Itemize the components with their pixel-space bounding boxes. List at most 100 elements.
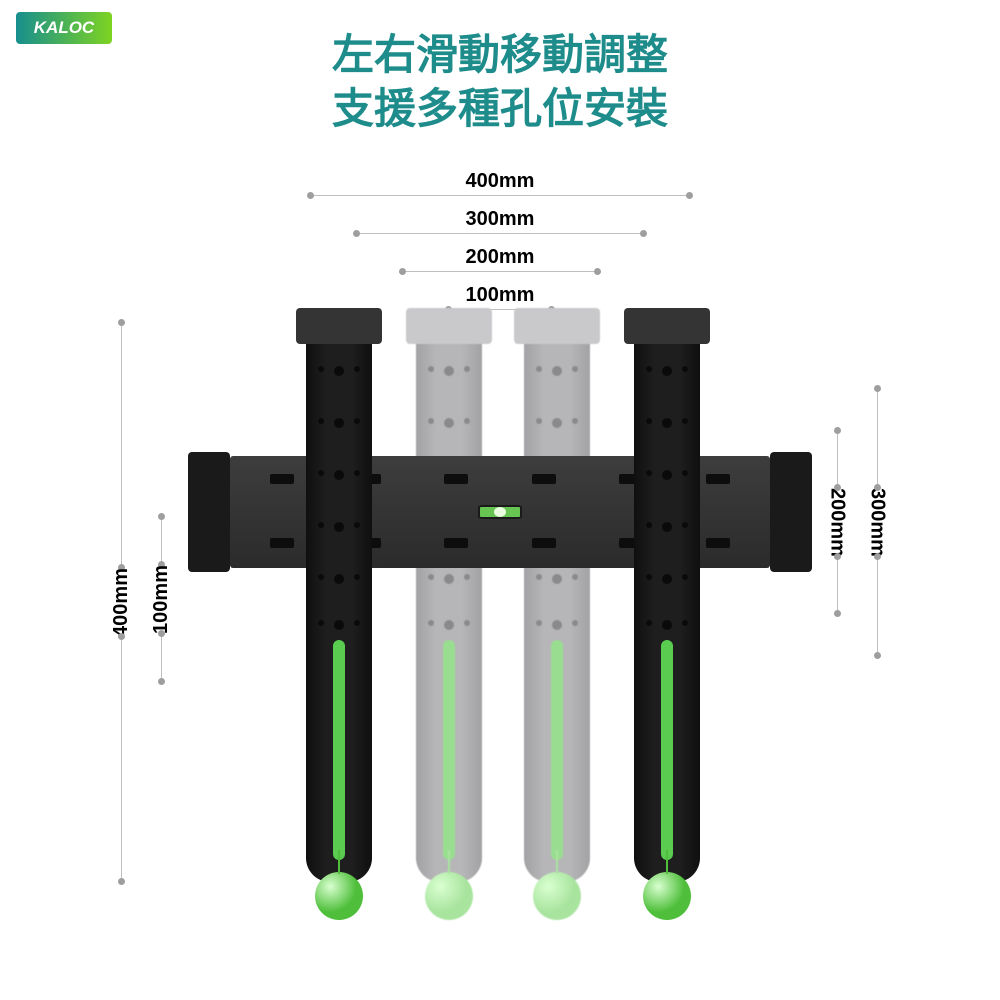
mounting-hole (464, 418, 470, 424)
dimension-label: 200mm (826, 488, 849, 557)
mounting-hole (354, 366, 360, 372)
mounting-hole (552, 418, 562, 428)
top-dimension-row: 200mm (402, 234, 598, 272)
spirit-level-icon (478, 505, 522, 519)
top-dimension-row: 100mm (448, 272, 552, 310)
dimension-line (161, 633, 162, 682)
slot (532, 538, 556, 548)
mounting-hole (334, 620, 344, 630)
slot (270, 474, 294, 484)
mounting-hole (536, 418, 542, 424)
mounting-hole (572, 574, 578, 580)
mounting-hole (444, 418, 454, 428)
mounting-hole (646, 620, 652, 626)
mounting-hole (354, 418, 360, 424)
dimension-line (837, 430, 838, 488)
dimension-line (877, 388, 878, 488)
wall-plate-wing-right (770, 452, 812, 572)
mounting-hole (572, 620, 578, 626)
mounting-hole (318, 366, 324, 372)
mounting-hole (428, 366, 434, 372)
arm-flange (296, 308, 382, 344)
arm-channel (551, 640, 563, 860)
mounting-hole (662, 418, 672, 428)
mounting-hole (662, 522, 672, 532)
arm-channel (443, 640, 455, 860)
mounting-hole (536, 620, 542, 626)
mounting-hole (682, 470, 688, 476)
top-dimension-row: 300mm (356, 196, 644, 234)
slot (706, 538, 730, 548)
arm-flange (406, 308, 492, 344)
left-dimension-outer: 400mm (110, 322, 132, 882)
adjustment-ball-icon (425, 872, 473, 920)
mounting-hole (428, 418, 434, 424)
headline: 左右滑動移動調整 支援多種孔位安裝 (0, 28, 1000, 136)
mounting-hole (646, 574, 652, 580)
mounting-hole (682, 620, 688, 626)
mount-diagram (230, 322, 770, 918)
mount-arm-ghost (416, 322, 482, 882)
mounting-hole (662, 620, 672, 630)
slot (444, 474, 468, 484)
mounting-hole (646, 522, 652, 528)
mount-arm (634, 322, 700, 882)
mounting-hole (536, 366, 542, 372)
dimension-label: 100mm (150, 565, 173, 634)
mounting-hole (682, 522, 688, 528)
dimension-label: 400mm (110, 568, 133, 637)
dimension-label: 300mm (466, 208, 535, 233)
dimension-line (121, 322, 122, 568)
right-dimension-outer: 300mm (866, 388, 888, 656)
mounting-hole (334, 470, 344, 480)
mounting-hole (682, 418, 688, 424)
mounting-hole (572, 366, 578, 372)
mount-arm-ghost (524, 322, 590, 882)
mounting-hole (318, 418, 324, 424)
mounting-hole (572, 418, 578, 424)
mounting-hole (444, 574, 454, 584)
dimension-line (161, 516, 162, 565)
mounting-hole (334, 574, 344, 584)
mounting-hole (682, 366, 688, 372)
adjustment-ball-icon (643, 872, 691, 920)
mount-arm (306, 322, 372, 882)
mounting-hole (428, 574, 434, 580)
mounting-hole (682, 574, 688, 580)
mounting-hole (354, 470, 360, 476)
arm-channel (661, 640, 673, 860)
mounting-hole (552, 574, 562, 584)
mounting-hole (464, 620, 470, 626)
slot (532, 474, 556, 484)
mounting-hole (662, 366, 672, 376)
dimension-label: 200mm (466, 246, 535, 271)
headline-line-2: 支援多種孔位安裝 (0, 82, 1000, 136)
mounting-hole (334, 418, 344, 428)
headline-line-1: 左右滑動移動調整 (0, 28, 1000, 82)
mounting-hole (334, 522, 344, 532)
dimension-line (837, 556, 838, 614)
dimension-line (121, 636, 122, 882)
mounting-hole (444, 366, 454, 376)
left-dimension-inner: 100mm (150, 516, 172, 682)
slot (706, 474, 730, 484)
wall-plate-wing-left (188, 452, 230, 572)
mounting-hole (646, 470, 652, 476)
mounting-hole (318, 522, 324, 528)
slot (270, 538, 294, 548)
mounting-hole (444, 620, 454, 630)
mounting-hole (428, 620, 434, 626)
mounting-hole (646, 418, 652, 424)
mounting-hole (646, 366, 652, 372)
top-dimension-row: 400mm (310, 158, 690, 196)
adjustment-ball-icon (315, 872, 363, 920)
right-dimension-inner: 200mm (826, 430, 848, 614)
arm-flange (514, 308, 600, 344)
dimension-label: 400mm (466, 170, 535, 195)
mounting-hole (662, 574, 672, 584)
adjustment-ball-icon (533, 872, 581, 920)
dimension-line (877, 556, 878, 656)
dimension-label: 300mm (866, 488, 889, 557)
mounting-hole (552, 366, 562, 376)
mounting-hole (536, 574, 542, 580)
